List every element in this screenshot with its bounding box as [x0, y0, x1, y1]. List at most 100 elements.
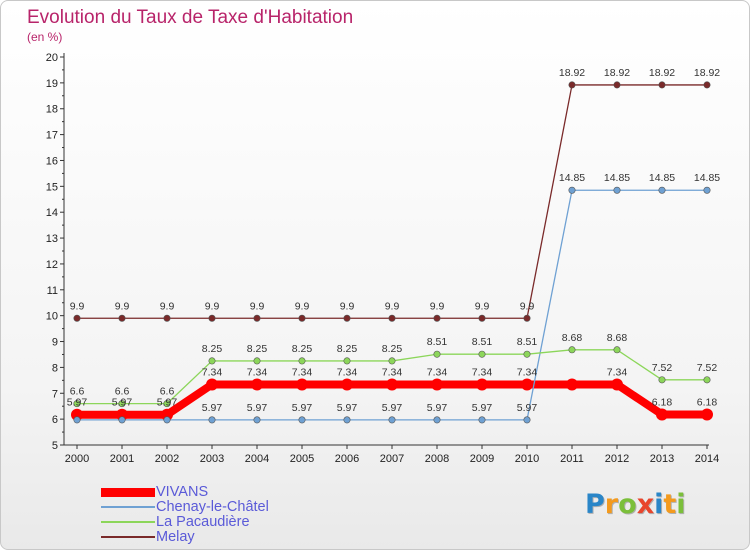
data-point [703, 186, 711, 194]
legend-swatch [101, 521, 155, 523]
chart-data-labels: 5.97 5.97 5.97 7.34 7.34 7.34 7.34 7.34 7.34 7.34… [67, 67, 721, 414]
data-label: 7.34 [292, 366, 313, 378]
data-label: 7.34 [607, 366, 628, 378]
data-label: 6.18 [697, 396, 718, 408]
data-point [523, 350, 531, 358]
data-label: 5.97 [157, 397, 178, 409]
data-point [206, 378, 218, 391]
legend-swatch [101, 506, 155, 508]
y-tick-label: 16 [46, 155, 58, 167]
legend-item: Chenay-le-Châtel [101, 500, 269, 515]
data-point [568, 346, 576, 354]
data-point [116, 408, 128, 421]
data-label: 14.85 [694, 172, 720, 184]
data-point [298, 314, 306, 322]
data-label: 7.34 [472, 366, 493, 378]
data-label: 9.9 [385, 300, 400, 312]
proxiti-logo: Proxiti [585, 489, 686, 520]
logo-letter: i [654, 489, 664, 520]
data-point [478, 314, 486, 322]
data-label: 9.9 [160, 300, 175, 312]
data-point [296, 378, 308, 391]
data-label: 5.97 [472, 402, 493, 414]
data-label: 9.9 [70, 300, 85, 312]
legend-swatch [101, 487, 155, 497]
data-point [118, 400, 126, 408]
x-tick-label: 2005 [290, 453, 314, 465]
y-tick-label: 20 [46, 52, 58, 64]
data-point [388, 416, 396, 424]
data-label: 5.97 [337, 402, 358, 414]
data-label: 7.34 [427, 366, 448, 378]
x-tick-label: 2004 [245, 453, 269, 465]
data-point [73, 416, 81, 424]
data-point [71, 408, 83, 421]
x-tick-label: 2011 [560, 453, 584, 465]
x-tick-label: 2003 [200, 453, 224, 465]
data-label: 7.34 [202, 366, 223, 378]
data-point [478, 416, 486, 424]
data-point [343, 357, 351, 365]
data-label: 5.97 [202, 402, 223, 414]
logo-letter: t [663, 489, 677, 520]
data-point [568, 81, 576, 89]
data-label: 7.52 [697, 362, 718, 374]
chart-subtitle: (en %) [27, 30, 63, 44]
data-label: 18.92 [649, 67, 675, 79]
data-point [341, 378, 353, 391]
y-tick-label: 10 [46, 311, 58, 323]
data-point [566, 378, 578, 391]
data-point [568, 186, 576, 194]
data-label: 6.6 [70, 386, 85, 398]
data-point [703, 81, 711, 89]
data-label: 9.9 [205, 300, 220, 312]
x-tick-label: 2002 [155, 453, 179, 465]
y-tick-label: 13 [46, 233, 58, 245]
logo-letter: P [585, 489, 605, 520]
y-tick-label: 5 [52, 440, 58, 452]
data-label: 9.9 [475, 300, 490, 312]
data-label: 18.92 [559, 67, 585, 79]
data-label: 18.92 [604, 67, 630, 79]
data-label: 7.34 [337, 366, 358, 378]
data-label: 9.9 [250, 300, 265, 312]
data-label: 5.97 [517, 402, 538, 414]
data-label: 8.51 [427, 336, 448, 348]
data-point [118, 314, 126, 322]
data-point [73, 314, 81, 322]
x-tick-label: 2008 [425, 453, 449, 465]
logo-letter: o [618, 489, 637, 520]
data-point [208, 357, 216, 365]
legend-item: La Pacaudière [101, 515, 269, 530]
data-point [523, 416, 531, 424]
chart-series-points [71, 81, 713, 424]
data-point [433, 416, 441, 424]
data-label: 7.52 [652, 362, 673, 374]
data-point [658, 376, 666, 384]
legend-item: Melay [101, 530, 269, 545]
data-point [253, 416, 261, 424]
data-label: 18.92 [694, 67, 720, 79]
data-label: 5.97 [427, 402, 448, 414]
legend-label: Chenay-le-Châtel [156, 499, 269, 515]
chart-title: Evolution du Taux de Taxe d'Habitation [27, 7, 354, 28]
data-label: 7.34 [517, 366, 538, 378]
chart-axes: 5 6 7 8 9 10 11 12 13 14 15 16 17 18 19 20 2000 2001 2002 2… [46, 52, 719, 465]
data-label: 9.9 [115, 300, 130, 312]
data-point [613, 346, 621, 354]
data-point [523, 314, 531, 322]
y-tick-label: 19 [46, 78, 58, 90]
data-point [161, 408, 173, 421]
data-point [253, 314, 261, 322]
logo-letter: r [604, 489, 619, 520]
data-label: 8.68 [607, 332, 628, 344]
y-tick-label: 6 [52, 414, 58, 426]
data-point [163, 314, 171, 322]
data-point [208, 416, 216, 424]
data-point [431, 378, 443, 391]
data-point [343, 416, 351, 424]
y-tick-label: 8 [52, 362, 58, 374]
data-label: 8.25 [337, 343, 358, 355]
data-label: 8.51 [517, 336, 538, 348]
